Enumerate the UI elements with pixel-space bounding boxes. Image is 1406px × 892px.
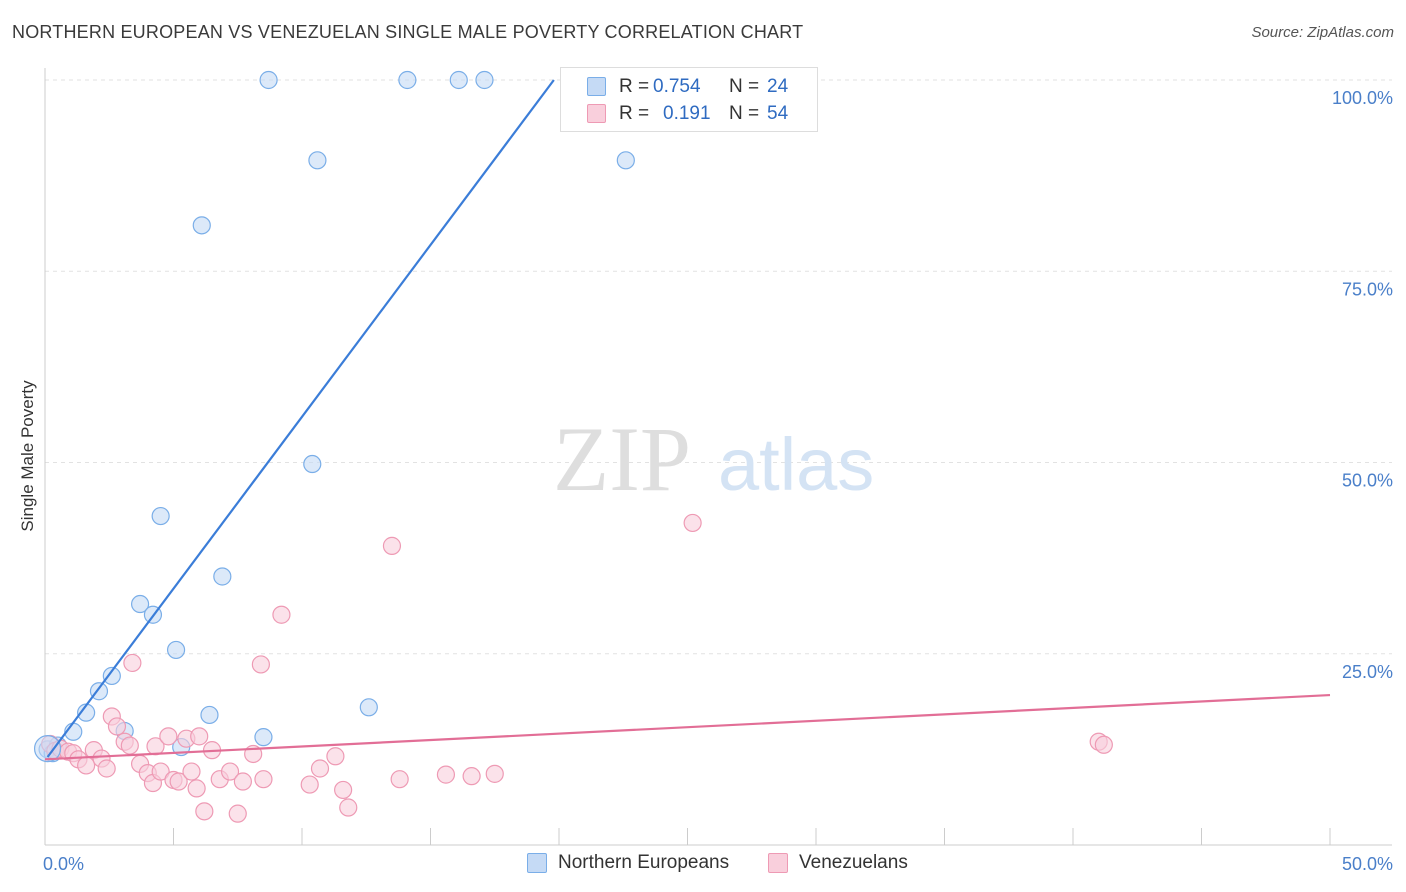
data-point-northern-europeans	[475, 70, 494, 90]
data-point-northern-europeans	[130, 594, 150, 614]
data-point-venezuelans	[187, 779, 206, 798]
data-point-northern-europeans	[303, 454, 322, 474]
data-point-venezuelans	[120, 736, 139, 755]
grid-lines	[45, 79, 1392, 655]
data-point-venezuelans	[254, 770, 273, 789]
data-point-northern-europeans	[398, 70, 417, 90]
data-point-venezuelans	[159, 727, 178, 746]
data-point-venezuelans	[151, 762, 170, 781]
data-point-venezuelans	[436, 765, 456, 784]
data-point-northern-europeans	[254, 728, 273, 747]
chart-title: NORTHERN EUROPEAN VS VENEZUELAN SINGLE M…	[12, 22, 804, 42]
legend-n-value: 54	[767, 103, 789, 124]
data-point-venezuelans	[195, 802, 214, 821]
trend-line-northern-europeans	[46, 79, 555, 758]
data-point-venezuelans	[190, 727, 209, 746]
series-name: Venezuelans	[799, 852, 908, 873]
x-tick-label: 0.0%	[43, 854, 84, 874]
data-point-northern-europeans	[259, 70, 278, 90]
legend-r-label: R =	[619, 103, 650, 124]
legend-swatch-pink	[587, 104, 606, 123]
data-point-venezuelans	[97, 759, 116, 778]
data-point-venezuelans	[310, 759, 330, 778]
data-point-venezuelans	[77, 756, 96, 775]
data-point-venezuelans	[107, 717, 127, 736]
data-point-venezuelans	[485, 764, 504, 783]
watermark-atlas: atlas	[718, 423, 874, 506]
data-point-venezuelans	[390, 770, 409, 789]
axes	[44, 68, 1392, 846]
series-name: Northern Europeans	[558, 852, 730, 873]
data-point-northern-europeans	[449, 70, 468, 90]
data-point-venezuelans	[462, 767, 481, 786]
data-point-venezuelans	[339, 798, 358, 817]
watermark: ZIP atlas	[553, 408, 874, 510]
data-point-venezuelans	[123, 653, 142, 673]
legend-n-label: N =	[729, 76, 760, 97]
data-point-venezuelans	[300, 775, 319, 794]
data-point-venezuelans	[228, 804, 247, 823]
data-point-northern-europeans	[213, 567, 232, 586]
series-swatch-blue	[527, 853, 547, 873]
data-point-northern-europeans	[359, 698, 378, 717]
data-point-venezuelans	[326, 747, 345, 766]
legend-r-value: 0.754	[653, 76, 701, 97]
data-point-northern-europeans	[308, 151, 327, 170]
trend-line-venezuelans	[44, 693, 1331, 761]
legend-r-value: 0.191	[663, 103, 711, 124]
y-tick-label: 75.0%	[1342, 279, 1393, 299]
data-point-venezuelans	[233, 772, 252, 791]
data-point-venezuelans	[334, 780, 353, 800]
legend-n-label: N =	[729, 103, 760, 124]
data-point-venezuelans	[251, 655, 270, 674]
series-swatch-pink	[768, 853, 788, 873]
data-point-northern-europeans	[192, 216, 211, 235]
data-point-venezuelans	[182, 762, 201, 781]
data-point-northern-europeans	[151, 506, 170, 526]
data-point-venezuelans	[683, 513, 702, 533]
data-point-northern-europeans	[33, 735, 62, 763]
data-point-northern-europeans	[616, 151, 635, 170]
data-point-venezuelans	[1094, 735, 1113, 754]
y-tick-label: 50.0%	[1342, 471, 1393, 491]
data-point-northern-europeans	[166, 640, 186, 660]
y-axis-label: Single Male Poverty	[18, 380, 37, 532]
source-label: Source: ZipAtlas.com	[1251, 24, 1394, 41]
data-point-venezuelans	[220, 762, 240, 781]
data-point-northern-europeans	[200, 705, 219, 725]
y-tick-label: 100.0%	[1332, 88, 1393, 108]
correlation-legend: R = 0.754 N = 24 R = 0.191 N = 54	[560, 67, 818, 132]
data-point-northern-europeans	[102, 666, 121, 686]
data-point-venezuelans	[382, 536, 402, 555]
x-tick-label: 50.0%	[1342, 854, 1393, 874]
data-point-venezuelans	[169, 772, 188, 791]
watermark-zip: ZIP	[553, 408, 691, 510]
data-point-venezuelans	[272, 605, 291, 624]
legend-swatch-blue	[587, 77, 606, 96]
legend-n-value: 24	[767, 76, 789, 97]
y-tick-label: 25.0%	[1342, 662, 1393, 682]
legend-r-label: R =	[619, 76, 650, 97]
